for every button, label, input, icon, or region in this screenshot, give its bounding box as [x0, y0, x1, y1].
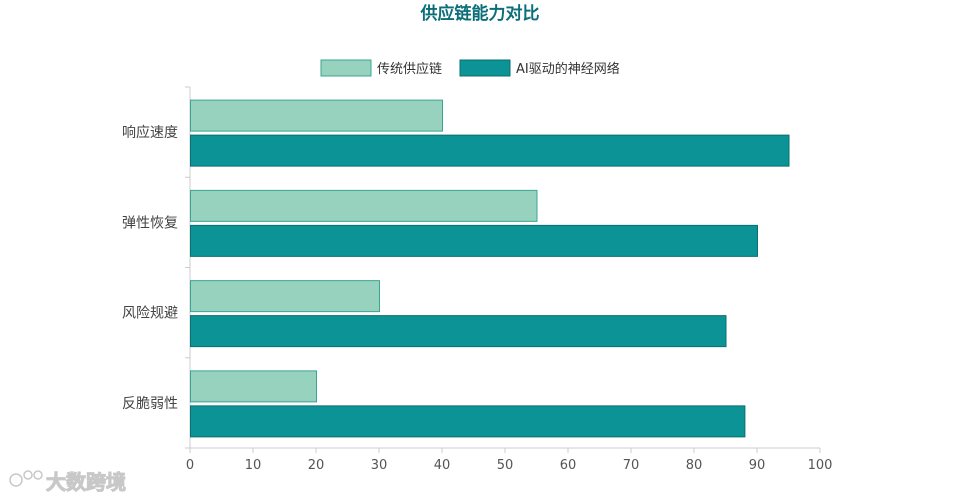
- legend-item-2[interactable]: AI驱动的神经网络: [459, 59, 620, 77]
- chart-title: 供应链能力对比: [420, 3, 540, 24]
- legend-label: AI驱动的神经网络: [516, 61, 620, 77]
- x-tick-label: 40: [434, 458, 451, 473]
- watermark-logo-icon: [9, 470, 43, 487]
- x-tick-label: 100: [808, 458, 833, 473]
- bar-ai-1: [190, 134, 790, 167]
- x-tick-label: 30: [371, 458, 388, 473]
- legend-swatch: [459, 59, 511, 77]
- bar-ai-2: [190, 224, 758, 257]
- watermark-text: 大数跨境: [46, 470, 126, 494]
- x-tick-label: 90: [749, 458, 766, 473]
- category-label: 反脆弱性: [122, 395, 178, 412]
- bar-traditional-4: [190, 370, 317, 403]
- category-label: 响应速度: [122, 124, 178, 141]
- bar-ai-3: [190, 315, 727, 348]
- x-tick-label: 60: [560, 458, 577, 473]
- bar-traditional-3: [190, 280, 380, 313]
- legend[interactable]: 传统供应链 AI驱动的神经网络: [320, 59, 620, 77]
- x-tick-label: 70: [623, 458, 640, 473]
- x-tick-label: 20: [308, 458, 325, 473]
- x-tick-label: 10: [245, 458, 262, 473]
- legend-label: 传统供应链: [377, 61, 442, 77]
- legend-item-1[interactable]: 传统供应链: [320, 59, 442, 77]
- x-tick-label: 0: [186, 458, 194, 473]
- legend-swatch: [320, 59, 372, 77]
- bar-ai-4: [190, 405, 746, 438]
- bar-traditional-1: [190, 99, 443, 132]
- category-label: 弹性恢复: [122, 214, 178, 231]
- category-label: 风险规避: [122, 306, 178, 322]
- bars: [190, 99, 790, 438]
- watermark: 大数跨境: [9, 470, 127, 495]
- x-tick-label: 50: [497, 458, 514, 473]
- x-tick-label: 80: [686, 458, 703, 473]
- bar-traditional-2: [190, 189, 538, 222]
